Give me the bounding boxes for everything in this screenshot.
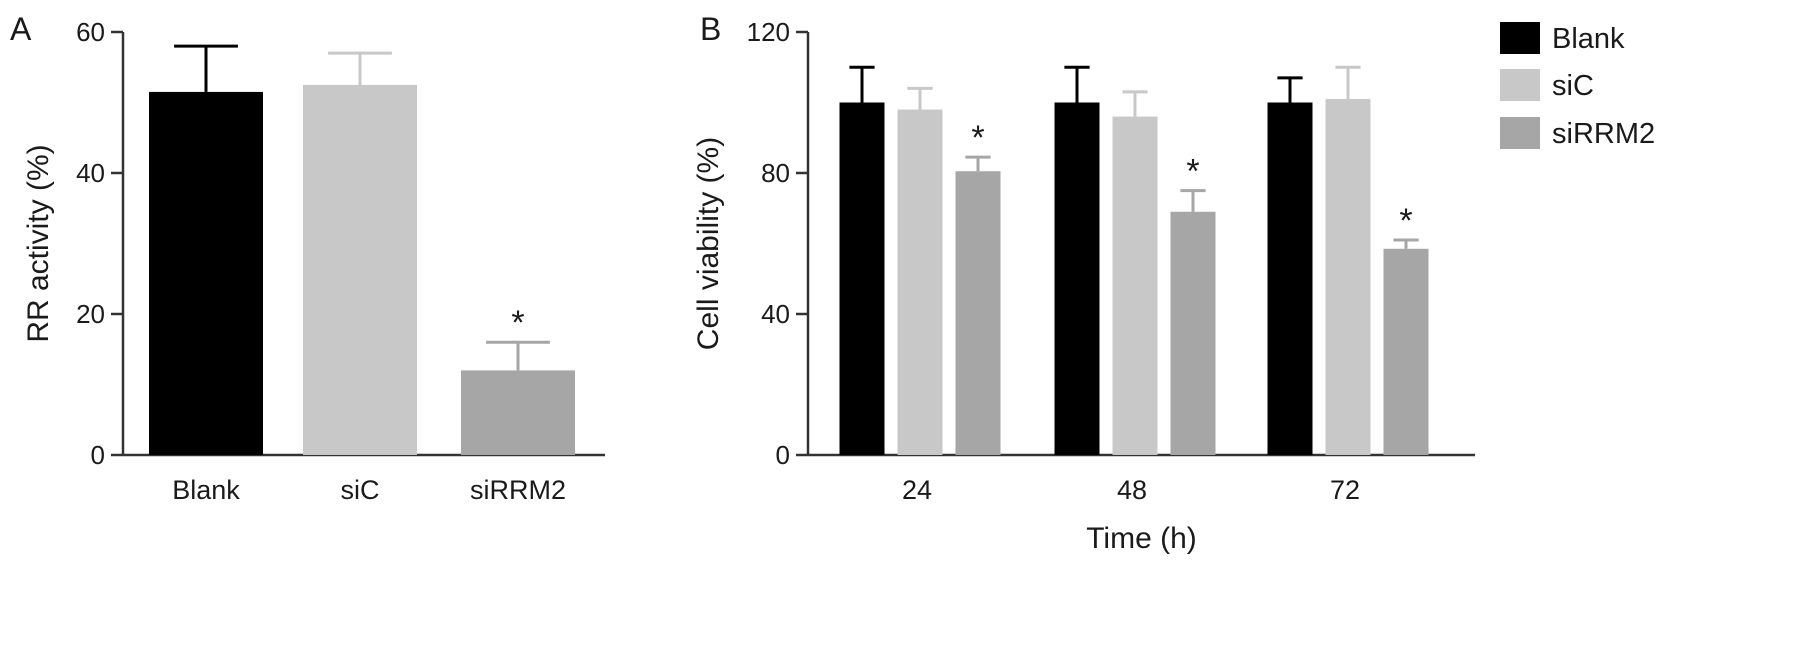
panel-b-bar (1112, 116, 1158, 455)
panel-b-bar (839, 102, 885, 455)
panel-b-bar (1267, 102, 1313, 455)
panel-a-x-tick-label: siRRM2 (470, 475, 566, 505)
legend-label: Blank (1552, 23, 1625, 55)
panel-a-bar (461, 370, 575, 455)
panel-b-x-tick-label: 72 (1330, 475, 1360, 505)
panel-a-y-tick-label: 0 (91, 440, 105, 470)
panel-b-y-tick-label: 0 (776, 440, 790, 470)
panel-b-chart: B 0 40 80 120 Cell viability (%) * 24 * 48 * 72 Tim… (692, 11, 1655, 555)
legend-swatch (1500, 22, 1540, 54)
panel-b-x-tick-label: 24 (902, 475, 932, 505)
panel-b-letter: B (700, 11, 721, 47)
panel-b-x-axis-label: Time (h) (1086, 522, 1197, 555)
panel-a-y-tick-label: 20 (76, 299, 105, 329)
legend-swatch (1500, 117, 1540, 149)
panel-b-bar (1383, 248, 1429, 455)
panel-b-bar (955, 171, 1001, 456)
panel-a-x-tick-label: Blank (172, 475, 240, 505)
panel-a-x-tick-label: siC (341, 475, 380, 505)
panel-b-y-tick-label: 40 (761, 299, 790, 329)
legend-label: siC (1552, 70, 1594, 102)
panel-a-chart: A 0 20 40 60 RR activity (%) Blank siC * siRRM2 (10, 11, 605, 505)
panel-a-y-tick-label: 40 (76, 158, 105, 188)
panel-b-bar (1170, 211, 1216, 455)
panel-a-letter: A (10, 11, 32, 47)
panel-b-y-tick-label: 80 (761, 158, 790, 188)
panel-a-bar (149, 91, 263, 456)
panel-b-bar (1054, 102, 1100, 455)
panel-b-y-tick-label: 120 (747, 17, 790, 47)
panel-b-x-tick-label: 48 (1117, 475, 1147, 505)
panel-a-bar-significance-marker: * (511, 304, 524, 342)
panel-b-bar (1325, 98, 1371, 455)
panel-b-bar (897, 109, 943, 456)
panel-b-bar-significance-marker: * (1186, 153, 1199, 191)
legend-swatch (1500, 69, 1540, 101)
panel-a-y-axis-label: RR activity (%) (22, 144, 55, 342)
panel-a-y-tick-label: 60 (76, 17, 105, 47)
panel-b-bar-significance-marker: * (1399, 202, 1412, 240)
panel-a-bar (303, 84, 417, 455)
legend-label: siRRM2 (1552, 118, 1655, 150)
panel-b-y-axis-label: Cell viability (%) (692, 137, 725, 350)
panel-b-bar-significance-marker: * (971, 119, 984, 157)
